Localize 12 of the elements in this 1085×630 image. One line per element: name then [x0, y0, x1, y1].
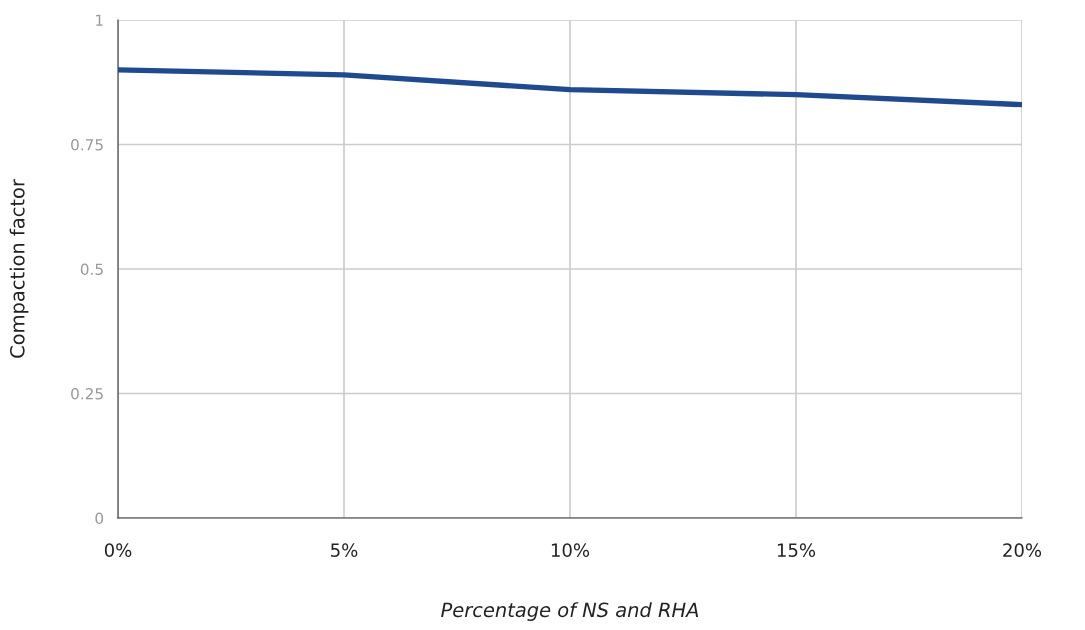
y-tick-label: 0.25 [71, 387, 103, 400]
y-axis-title: Compaction factor [9, 179, 29, 358]
y-tick-label: 0.5 [80, 263, 103, 276]
x-axis-title: Percentage of NS and RHA [441, 602, 699, 621]
y-tick-label: 1 [96, 14, 103, 26]
x-tick-label: 5% [331, 543, 358, 557]
y-tick-label: 0.75 [71, 138, 103, 151]
y-tick-label: 0 [95, 512, 104, 525]
x-tick-label: 0% [104, 543, 132, 557]
x-tick-label: 15% [777, 543, 816, 557]
x-tick-label: 10% [551, 543, 590, 557]
x-tick-label: 20% [1003, 543, 1042, 557]
